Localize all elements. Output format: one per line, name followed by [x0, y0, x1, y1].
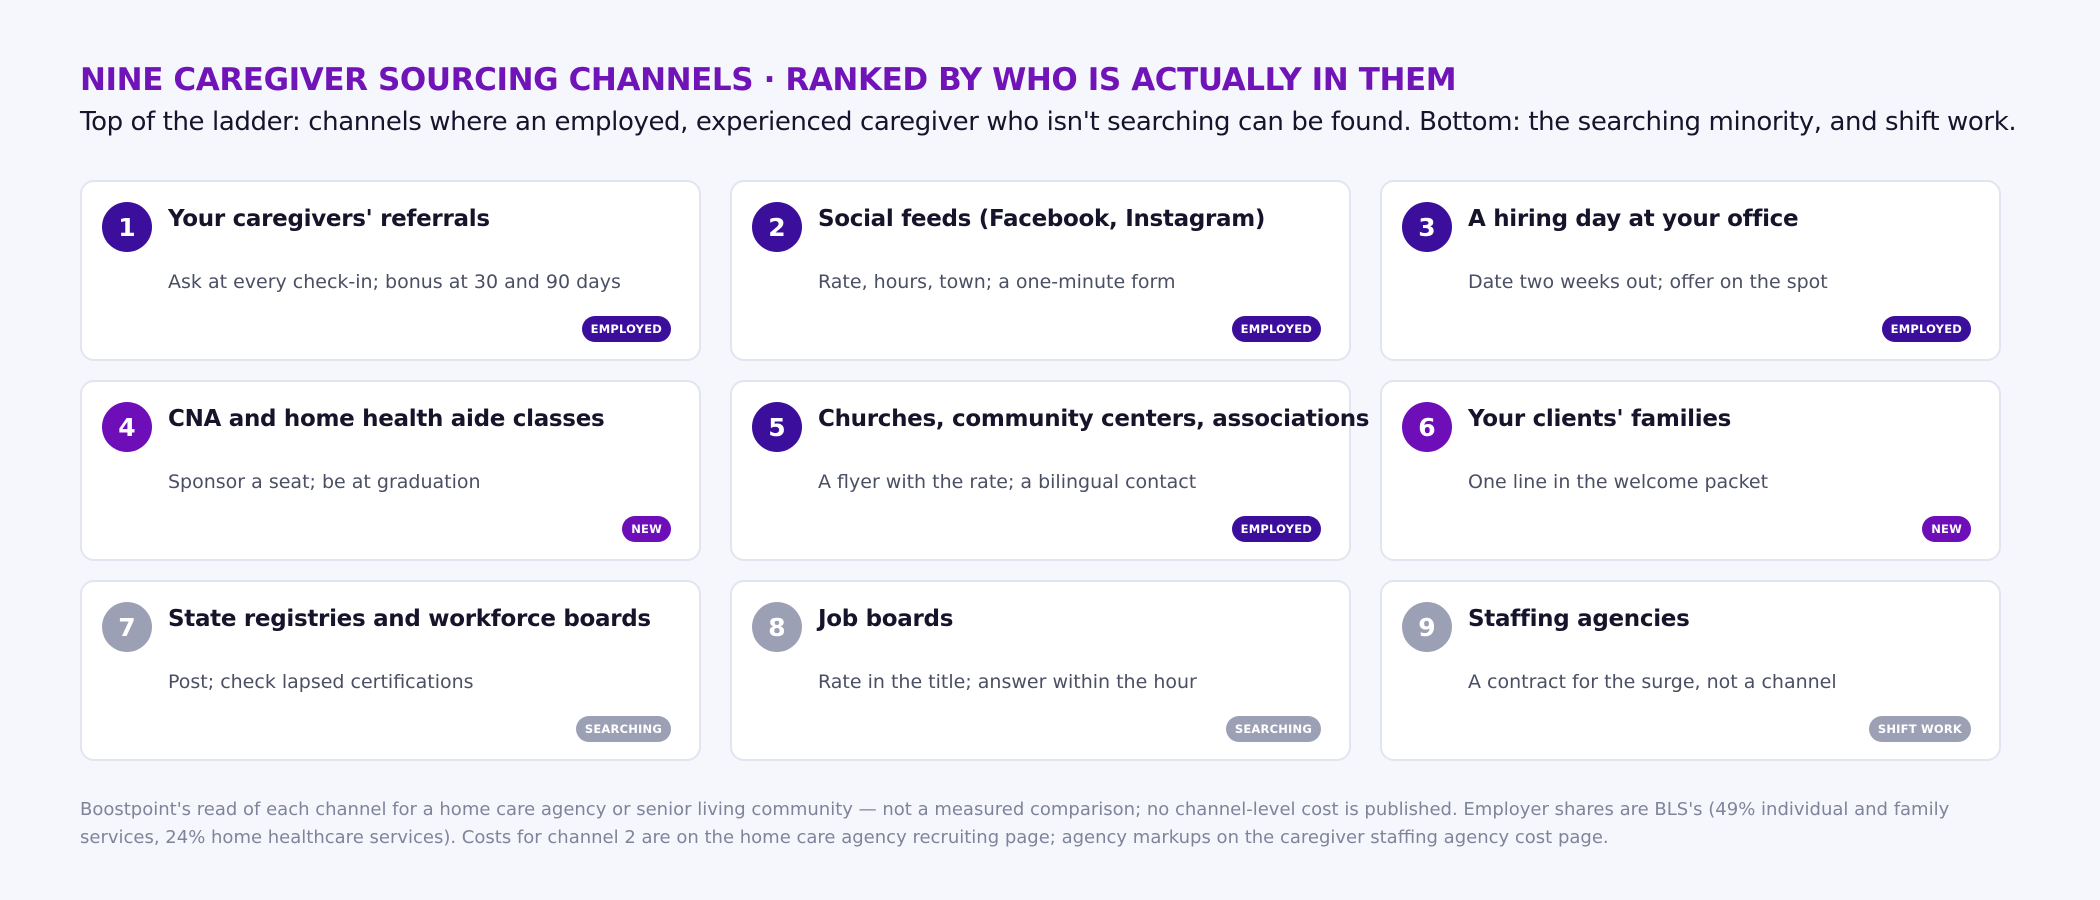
audience-tag: NEW: [1922, 516, 1971, 542]
channel-card-9: 9 Staffing agencies A contract for the s…: [1380, 580, 2001, 761]
channel-description: Sponsor a seat; be at graduation: [168, 471, 481, 493]
channel-title: Your caregivers' referrals: [168, 206, 490, 232]
page-title: NINE CAREGIVER SOURCING CHANNELS · RANKE…: [80, 62, 1457, 98]
channel-title: Social feeds (Facebook, Instagram): [818, 206, 1266, 232]
channel-card-7: 7 State registries and workforce boards …: [80, 580, 701, 761]
rank-badge: 1: [102, 202, 152, 252]
channel-description: Date two weeks out; offer on the spot: [1468, 271, 1828, 293]
channel-card-6: 6 Your clients' families One line in the…: [1380, 380, 2001, 561]
channel-title: Your clients' families: [1468, 406, 1732, 432]
channel-description: A contract for the surge, not a channel: [1468, 671, 1837, 693]
audience-tag: EMPLOYED: [1231, 316, 1321, 342]
rank-badge: 7: [102, 602, 152, 652]
channel-card-4: 4 CNA and home health aide classes Spons…: [80, 380, 701, 561]
channel-description: Rate, hours, town; a one-minute form: [818, 271, 1176, 293]
audience-tag: EMPLOYED: [1231, 516, 1321, 542]
rank-badge: 5: [752, 402, 802, 452]
audience-tag: EMPLOYED: [1881, 316, 1971, 342]
channel-description: Ask at every check-in; bonus at 30 and 9…: [168, 271, 621, 293]
audience-tag: NEW: [622, 516, 671, 542]
rank-badge: 3: [1402, 202, 1452, 252]
audience-tag: SEARCHING: [1225, 716, 1321, 742]
channel-card-3: 3 A hiring day at your office Date two w…: [1380, 180, 2001, 361]
rank-badge: 2: [752, 202, 802, 252]
audience-tag: SEARCHING: [575, 716, 671, 742]
channel-card-1: 1 Your caregivers' referrals Ask at ever…: [80, 180, 701, 361]
channel-card-5: 5 Churches, community centers, associati…: [730, 380, 1370, 561]
channel-card-8: 8 Job boards Rate in the title; answer w…: [730, 580, 1351, 761]
page-subtitle: Top of the ladder: channels where an emp…: [80, 107, 2017, 137]
channel-title: Staffing agencies: [1468, 606, 1690, 632]
channel-title: Job boards: [818, 606, 954, 632]
source-footnote: Boostpoint's read of each channel for a …: [80, 799, 1950, 848]
channel-grid: 1 Your caregivers' referrals Ask at ever…: [80, 180, 2001, 761]
channel-title: Churches, community centers, association…: [818, 406, 1370, 432]
channel-description: Rate in the title; answer within the hou…: [818, 671, 1197, 693]
audience-tag: SHIFT WORK: [1868, 716, 1971, 742]
rank-badge: 6: [1402, 402, 1452, 452]
channel-title: State registries and workforce boards: [168, 606, 651, 632]
rank-badge: 9: [1402, 602, 1452, 652]
channel-card-2: 2 Social feeds (Facebook, Instagram) Rat…: [730, 180, 1351, 361]
channel-title: CNA and home health aide classes: [168, 406, 605, 432]
channel-title: A hiring day at your office: [1468, 206, 1799, 232]
channel-description: One line in the welcome packet: [1468, 471, 1769, 493]
channel-description: Post; check lapsed certifications: [168, 671, 474, 693]
audience-tag: EMPLOYED: [581, 316, 671, 342]
rank-badge: 4: [102, 402, 152, 452]
channel-description: A flyer with the rate; a bilingual conta…: [818, 471, 1197, 493]
rank-badge: 8: [752, 602, 802, 652]
